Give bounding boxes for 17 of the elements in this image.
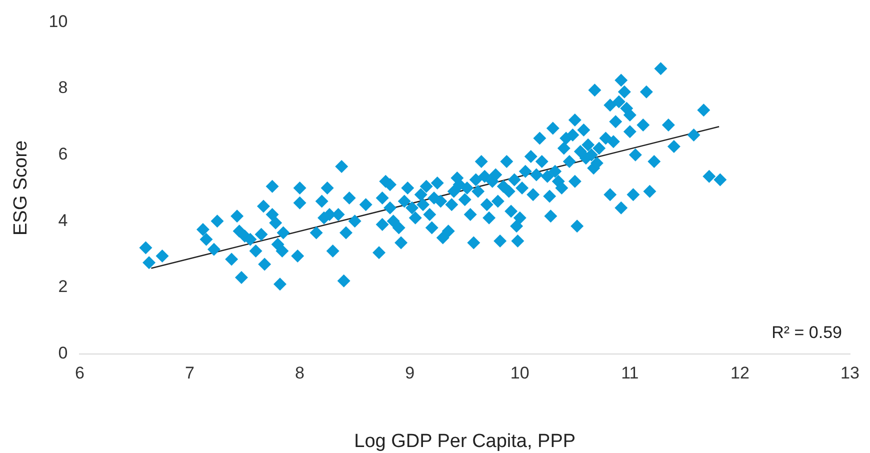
x-tick-label: 11 [621,364,639,383]
y-tick-label: 10 [48,12,68,31]
x-tick-label: 12 [730,364,750,383]
y-tick-label: 4 [58,210,68,230]
y-tick-label: 6 [58,144,68,164]
x-tick-label: 7 [185,364,194,383]
x-tick-label: 9 [405,364,415,383]
x-tick-label: 10 [510,364,530,383]
x-tick-label: 8 [295,364,305,383]
y-axis-title: ESG Score [10,140,32,236]
x-tick-label: 13 [840,364,860,383]
y-tick-label: 2 [58,277,68,296]
annotation: R² = 0.59 [772,322,842,342]
y-tick-label: 0 [58,343,68,362]
x-tick-label: 6 [74,364,84,383]
x-axis-title: Log GDP Per Capita, PPP [354,430,576,452]
y-tick-label: 8 [58,78,68,98]
